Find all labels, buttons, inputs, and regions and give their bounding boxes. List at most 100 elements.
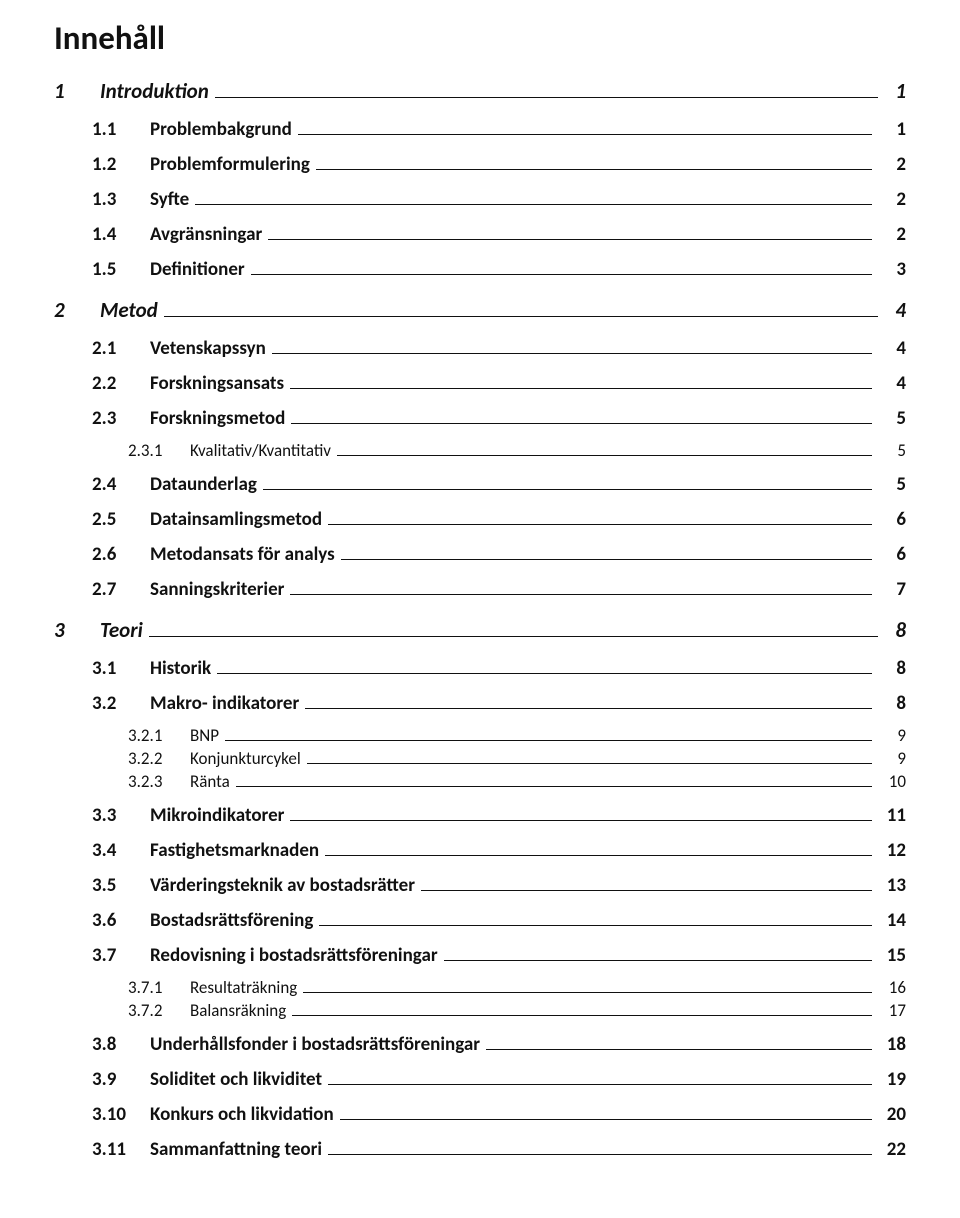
toc-leader [268,239,872,240]
toc-entry-number: 2.2 [92,372,150,395]
toc-leader [421,890,872,891]
toc-entry: 2Metod4 [54,297,906,323]
toc-entry-page: 5 [878,440,906,461]
toc-entry: 3.3Mikroindikatorer11 [54,804,906,827]
toc-entry-text: Balansräkning [190,1000,286,1021]
toc-entry-page: 22 [878,1138,906,1161]
toc-entry-page: 2 [878,223,906,246]
toc-entry: 3.7.2Balansräkning 17 [54,1000,906,1021]
toc-entry: 2.1Vetenskapssyn4 [54,337,906,360]
toc-entry-text: Konkurs och likvidation [150,1103,334,1126]
toc-entry-text: Soliditet och likviditet [150,1068,322,1091]
toc-entry: 3.6Bostadsrättsförening14 [54,909,906,932]
toc-entry-number: 3.7.2 [128,1000,190,1021]
toc-entry-number: 1.1 [92,118,150,141]
toc-leader [290,820,872,821]
toc-entry-page: 9 [878,748,906,769]
toc-entry-text: Vetenskapssyn [150,337,266,360]
toc-entry-text: Metodansats för analys [150,543,335,566]
toc-leader [290,594,872,595]
toc-entry-text: Avgränsningar [150,223,262,246]
toc-entry-text: Forskningsmetod [150,407,285,430]
toc-entry-page: 19 [878,1068,906,1091]
toc-entry-text: Konjunkturcykel [190,748,301,769]
toc-entry-page: 2 [878,188,906,211]
toc-entry-text: Dataunderlag [150,473,257,496]
toc-leader [303,992,872,993]
page-title: Innehåll [54,18,906,58]
toc-entry-text: Resultaträkning [190,977,297,998]
toc-entry-text: Teori [100,617,143,643]
toc-entry: 3.1Historik8 [54,657,906,680]
toc-entry-page: 7 [878,578,906,601]
toc-leader [319,925,872,926]
toc-entry-number: 2.4 [92,473,150,496]
toc-entry: 3.9Soliditet och likviditet19 [54,1068,906,1091]
toc-entry-page: 12 [878,839,906,862]
toc-entry-page: 18 [878,1033,906,1056]
toc-leader [486,1049,872,1050]
toc-entry-text: Värderingsteknik av bostadsrätter [150,874,415,897]
toc-entry-number: 3.5 [92,874,150,897]
toc-entry: 2.7Sanningskriterier7 [54,578,906,601]
toc-entry-number: 3.4 [92,839,150,862]
toc-entry-number: 1.5 [92,258,150,281]
toc-entry-number: 3.7.1 [128,977,190,998]
toc-entry: 3.8Underhållsfonder i bostadsrättsföreni… [54,1033,906,1056]
toc-entry-number: 3.8 [92,1033,150,1056]
toc-entry: 3.2.3Ränta10 [54,771,906,792]
toc-entry-number: 2.1 [92,337,150,360]
toc-entry-number: 3 [54,617,100,643]
toc-leader [337,455,872,456]
toc-entry-text: Kvalitativ/Kvantitativ [190,440,331,461]
toc-entry-page: 2 [878,153,906,176]
toc-entry-page: 11 [878,804,906,827]
toc-entry-number: 1 [54,78,100,104]
toc-entry: 1.4Avgränsningar2 [54,223,906,246]
toc-entry-text: Syfte [150,188,189,211]
toc-entry-page: 8 [878,657,906,680]
toc-entry-page: 4 [884,297,906,323]
toc-entry: 1.2Problemformulering2 [54,153,906,176]
toc-entry-page: 17 [878,1000,906,1021]
toc-entry-page: 15 [878,944,906,967]
toc-entry-page: 13 [878,874,906,897]
toc-entry-page: 10 [878,771,906,792]
toc-entry-text: Problembakgrund [150,118,292,141]
toc-entry-text: Bostadsrättsförening [150,909,313,932]
toc-leader [328,1154,872,1155]
toc-leader [164,316,878,317]
toc-leader [307,763,872,764]
toc-entry: 3.11Sammanfattning teori22 [54,1138,906,1161]
toc-entry: 2.4Dataunderlag5 [54,473,906,496]
toc-leader [341,559,872,560]
toc-entry-number: 2.5 [92,508,150,531]
toc-entry-page: 16 [878,977,906,998]
toc-entry-number: 1.2 [92,153,150,176]
toc-entry: 3.7.1Resultaträkning 16 [54,977,906,998]
toc-leader [290,388,872,389]
toc-entry-number: 3.2 [92,692,150,715]
toc-leader [444,960,872,961]
toc-leader [263,489,872,490]
toc-entry: 3.2.2Konjunkturcykel9 [54,748,906,769]
toc-leader [225,740,872,741]
toc-entry: 3.4Fastighetsmarknaden12 [54,839,906,862]
toc-entry-text: Introduktion [100,78,209,104]
toc-leader [292,1015,872,1016]
toc-entry-page: 1 [878,118,906,141]
toc-leader [325,855,872,856]
toc-entry: 2.3Forskningsmetod5 [54,407,906,430]
toc-entry: 2.6Metodansats för analys6 [54,543,906,566]
toc-entry-number: 2.6 [92,543,150,566]
toc-entry: 1Introduktion1 [54,78,906,104]
toc-leader [217,673,872,674]
toc-entry-text: Ränta [190,771,230,792]
toc-entry-number: 3.6 [92,909,150,932]
toc-entry: 3.2.1BNP9 [54,725,906,746]
toc-leader [328,524,872,525]
toc-entry-page: 5 [878,407,906,430]
toc-entry-number: 2 [54,297,100,323]
toc-entry-page: 9 [878,725,906,746]
toc-entry-page: 20 [878,1103,906,1126]
